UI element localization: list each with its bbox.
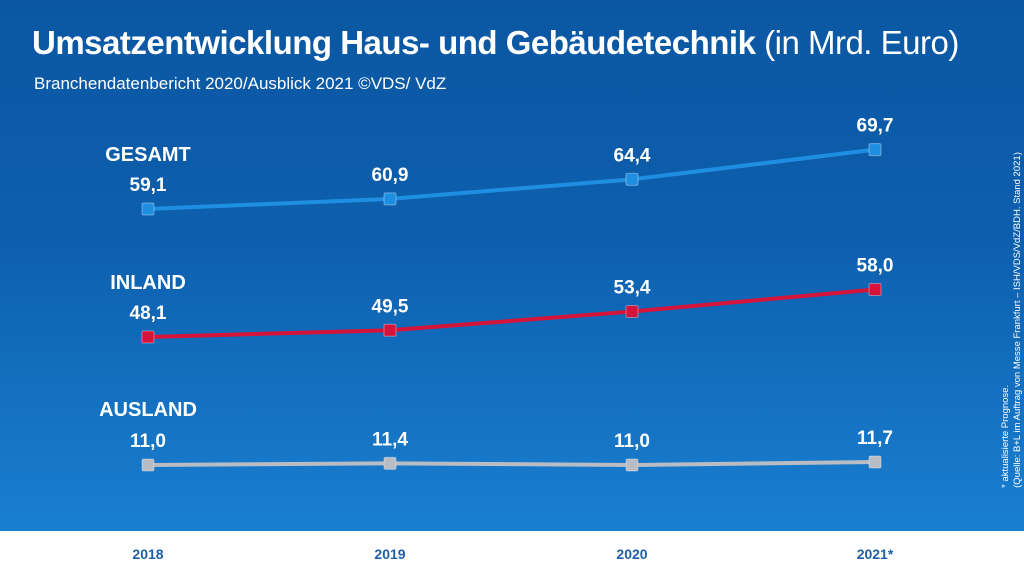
footnote-forecast: * aktualisierte Prognose. (1000, 384, 1011, 488)
ausland-point-1 (383, 456, 397, 470)
ausland-point-2 (625, 458, 639, 472)
gesamt-series-label: GESAMT (105, 144, 191, 166)
inland-data-label-0: 48,1 (130, 303, 167, 324)
title-unit: (in Mrd. Euro) (764, 24, 959, 61)
gesamt-series-line (147, 147, 876, 211)
gesamt-point-0 (141, 202, 155, 216)
inland-series-line (147, 287, 876, 339)
gesamt-data-label-0: 59,1 (130, 175, 167, 196)
x-tick-label-1: 2019 (374, 546, 406, 562)
gesamt-data-label-1: 60,9 (372, 165, 409, 186)
chart-panel (0, 0, 1024, 531)
inland-point-1 (383, 323, 397, 337)
gesamt-data-label-3: 69,7 (857, 116, 894, 137)
ausland-data-label-2: 11,0 (614, 431, 650, 452)
gesamt-point-3 (868, 143, 882, 157)
ausland-data-label-3: 11,7 (857, 428, 893, 449)
gesamt-point-2 (625, 172, 639, 186)
inland-data-label-1: 49,5 (372, 296, 409, 317)
ausland-series-line (147, 460, 876, 467)
x-tick-label-3: 2021* (856, 546, 894, 562)
inland-data-label-2: 53,4 (614, 278, 651, 299)
ausland-data-label-1: 11,4 (372, 429, 408, 450)
ausland-point-0 (141, 458, 155, 472)
title-text: Umsatzentwicklung Haus- und Gebäudetechn… (32, 24, 756, 61)
x-tick-label-0: 2018 (132, 546, 164, 562)
footnote-source: (Quelle: B+L im Auftrag von Messe Frankf… (1012, 152, 1023, 488)
chart-subtitle: Branchendatenbericht 2020/Ausblick 2021 … (34, 74, 447, 93)
ausland-series-label: AUSLAND (99, 399, 197, 421)
chart-title: Umsatzentwicklung Haus- und Gebäudetechn… (32, 24, 959, 62)
inland-point-0 (141, 330, 155, 344)
inland-point-2 (625, 305, 639, 319)
inland-data-label-3: 58,0 (857, 255, 894, 276)
gesamt-point-1 (383, 192, 397, 206)
ausland-point-3 (868, 455, 882, 469)
x-tick-label-2: 2020 (616, 546, 648, 562)
ausland-data-label-0: 11,0 (130, 431, 166, 452)
line-chart: 59,1 60,9 64,4 69,7 GESAMT 48,1 49,5 53,4 58,0 IN… (99, 116, 894, 472)
gesamt-data-label-2: 64,4 (614, 145, 651, 166)
inland-series-label: INLAND (110, 272, 186, 294)
inland-point-3 (868, 282, 882, 296)
